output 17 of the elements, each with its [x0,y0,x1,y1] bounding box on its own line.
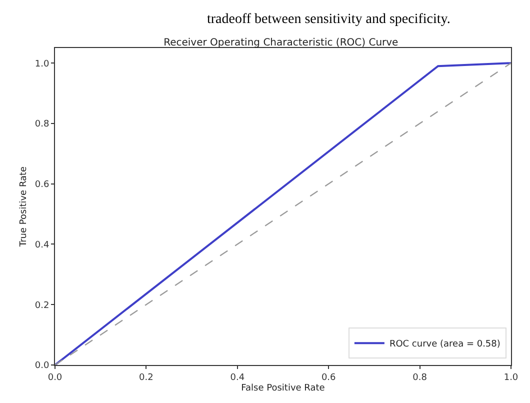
x-tick-label: 0.0 [48,372,62,383]
x-tick-label: 0.2 [139,372,154,383]
chart-title: Receiver Operating Characteristic (ROC) Curve [164,37,398,48]
legend-label: ROC curve (area = 0.58) [389,340,500,350]
y-tick-label: 1.0 [34,59,50,70]
x-axis-title: False Positive Rate [241,384,326,394]
x-tick-label: 0.6 [321,372,336,383]
text: tradeoff between sensitivity and specificity. [207,12,450,27]
y-tick-label: 0.4 [34,240,50,250]
x-tick-label: 0.8 [412,372,428,383]
y-axis-title: True Positive Rate [19,166,30,248]
y-tick-label: 0.2 [34,300,50,311]
x-tick-label: 1.0 [504,372,518,383]
y-tick-label: 0.8 [34,120,50,130]
y-tick-label: 0.6 [34,180,50,190]
y-tick-label: 0.0 [34,361,50,372]
x-tick-label: 0.4 [230,372,245,383]
